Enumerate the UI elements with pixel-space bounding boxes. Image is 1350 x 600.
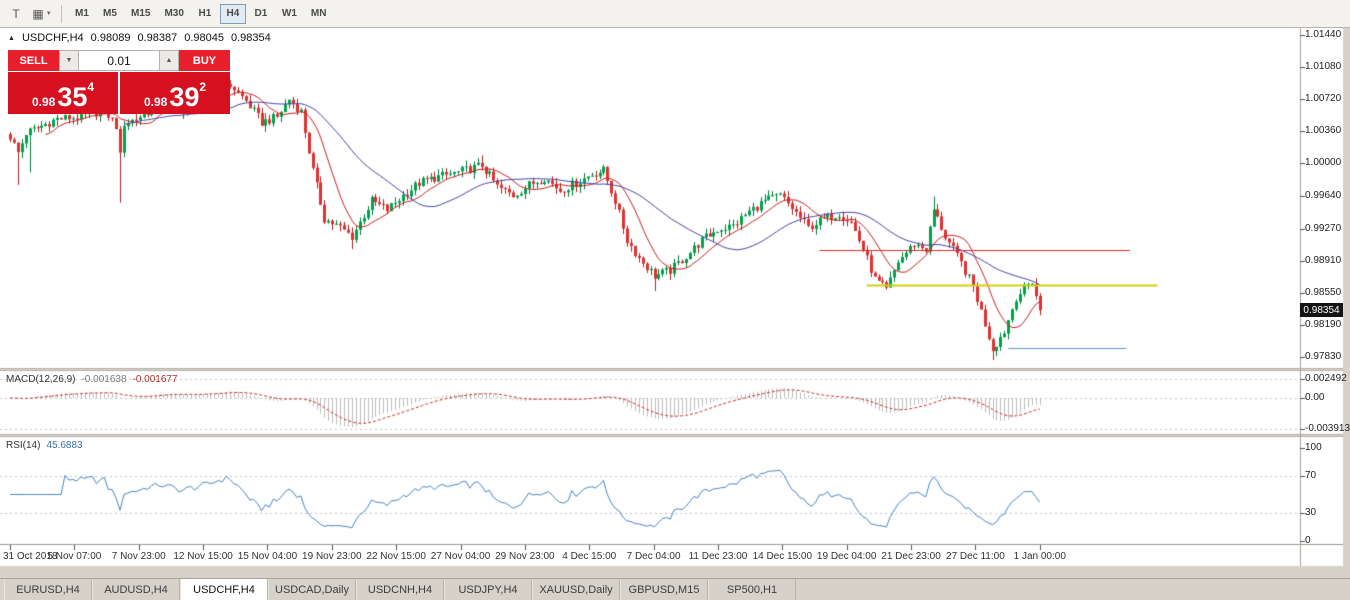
toolbar-separator [61,4,62,23]
timeframe-button-h1[interactable]: H1 [198,8,212,19]
timeframe-button-m15[interactable]: M15 [131,8,151,19]
lot-decrease-button[interactable]: ▼ [59,50,79,71]
chart-tab-xauusd-daily[interactable]: XAUUSD,Daily [532,579,620,600]
chart-tab-usdjpy-h4[interactable]: USDJPY,H4 [444,579,532,600]
chart-style-icon: ▦ [32,6,44,21]
chart-title: ▲ USDCHF,H4 0.98089 0.98387 0.98045 0.98… [8,32,271,44]
timeframe-button-m5[interactable]: M5 [103,8,117,19]
timeframe-button-m30[interactable]: M30 [164,8,184,19]
chart-window: 1.01440 1.01080 1.00720 1.00360 1.00000 0.996… [0,28,1350,578]
ohlc-open: 0.98089 [90,32,131,44]
arrow-up-icon: ▲ [165,57,173,64]
ohlc-high: 0.98387 [137,32,178,44]
sell-price-button[interactable]: 0.98 35 4 [8,72,118,114]
timeframe-button-w1[interactable]: W1 [281,8,297,19]
timeframe-buttons: M1 M5 M15 M30 H1 H4 D1 W1 MN [69,3,332,24]
one-click-trading-panel: SELL ▼ 0.01 ▲ BUY 0.98 35 4 0.98 39 2 [8,50,230,114]
rsi-label: RSI(14) 45.6883 [6,440,83,451]
timeframe-button-mn[interactable]: MN [310,8,327,19]
chart-tab-usdcnh-h4[interactable]: USDCNH,H4 [356,579,444,600]
buy-price-big: 39 [169,82,200,112]
buy-price-pip: 2 [199,80,207,94]
lot-increase-button[interactable]: ▲ [159,50,179,71]
chevron-down-icon: ▼ [45,10,52,17]
text-tool-icon: T [12,6,20,21]
sell-price-big: 35 [57,82,88,112]
chart-canvas[interactable] [0,28,1350,578]
chart-tab-audusd-h4[interactable]: AUDUSD,H4 [92,579,180,600]
macd-label: MACD(12,26,9) -0.001638 -0.001677 [6,374,178,385]
buy-price-prefix: 0.98 [143,95,168,109]
sell-price-pip: 4 [87,80,95,94]
sell-button[interactable]: SELL [8,50,59,71]
ohlc-close: 0.98354 [230,32,271,44]
timeframe-button-m1[interactable]: M1 [75,8,89,19]
text-tool-button[interactable]: T [4,3,28,25]
collapse-chart-icon[interactable]: ▲ [8,34,15,42]
chart-tab-usdcad-daily[interactable]: USDCAD,Daily [268,579,356,600]
rsi-value: 45.6883 [46,440,83,451]
lot-size-input[interactable]: 0.01 [79,50,159,71]
arrow-down-icon: ▼ [65,57,73,64]
chart-tab-eurusd-h4[interactable]: EURUSD,H4 [4,579,92,600]
timeframe-button-d1[interactable]: D1 [254,8,268,19]
chart-symbol-label: USDCHF,H4 [21,32,84,44]
chart-tab-sp500-h1[interactable]: SP500,H1 [708,579,796,600]
buy-button[interactable]: BUY [179,50,230,71]
buy-price-button[interactable]: 0.98 39 2 [120,72,230,114]
macd-name: MACD(12,26,9) [6,374,76,385]
toolbar: T ▦ ▼ M1 M5 M15 M30 H1 H4 D1 W1 MN [0,0,1350,28]
ohlc-low: 0.98045 [184,32,224,44]
chart-tabs: EURUSD,H4 AUDUSD,H4 USDCHF,H4 USDCAD,Daily U… [0,578,1350,600]
rsi-name: RSI(14) [6,440,41,451]
current-price-tag: 0.98354 [1300,303,1343,318]
sell-price-prefix: 0.98 [31,95,56,109]
chart-tab-gbpusd-m15[interactable]: GBPUSD,M15 [620,579,708,600]
macd-value-main: -0.001638 [81,374,127,385]
chart-tab-usdchf-h4[interactable]: USDCHF,H4 [180,579,268,600]
macd-value-signal: -0.001677 [132,374,178,385]
timeframe-button-h4[interactable]: H4 [219,3,246,24]
chart-style-button[interactable]: ▦ ▼ [30,3,54,25]
